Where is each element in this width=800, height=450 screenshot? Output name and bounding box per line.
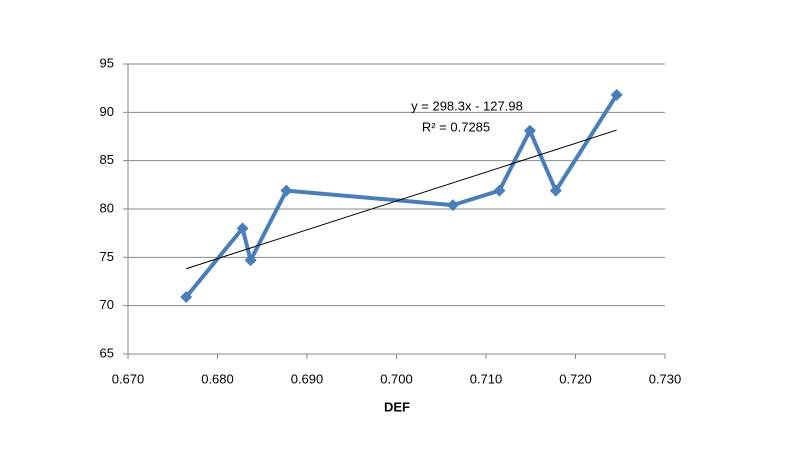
x-tick-label: 0.700 xyxy=(380,371,413,386)
trendline-equation: y = 298.3x - 127.98 xyxy=(411,98,523,113)
point-marker xyxy=(523,124,536,137)
y-tick-label: 75 xyxy=(100,249,114,264)
x-tick-label: 0.730 xyxy=(649,371,682,386)
y-tick-label: 80 xyxy=(100,200,114,215)
point-marker xyxy=(236,222,249,235)
point-marker xyxy=(180,290,193,303)
y-tick-label: 85 xyxy=(100,152,114,167)
y-tick-label: 95 xyxy=(100,55,114,70)
point-marker xyxy=(549,184,562,197)
y-tick-label: 70 xyxy=(100,297,114,312)
point-marker xyxy=(493,184,506,197)
y-tick-label: 65 xyxy=(100,345,114,360)
x-tick-label: 0.670 xyxy=(112,371,145,386)
point-marker xyxy=(244,254,257,267)
point-marker xyxy=(280,184,293,197)
point-marker xyxy=(446,199,459,212)
series-line xyxy=(184,93,619,299)
trendline xyxy=(186,129,617,270)
x-axis-label: DEF xyxy=(384,399,410,414)
x-tick-label: 0.710 xyxy=(470,371,503,386)
x-tick-label: 0.680 xyxy=(201,371,234,386)
point-marker xyxy=(610,88,623,101)
y-tick-label: 90 xyxy=(100,104,114,119)
x-tick-label: 0.720 xyxy=(559,371,592,386)
trendline-r-squared: R² = 0.7285 xyxy=(422,119,490,134)
x-tick-label: 0.690 xyxy=(291,371,324,386)
